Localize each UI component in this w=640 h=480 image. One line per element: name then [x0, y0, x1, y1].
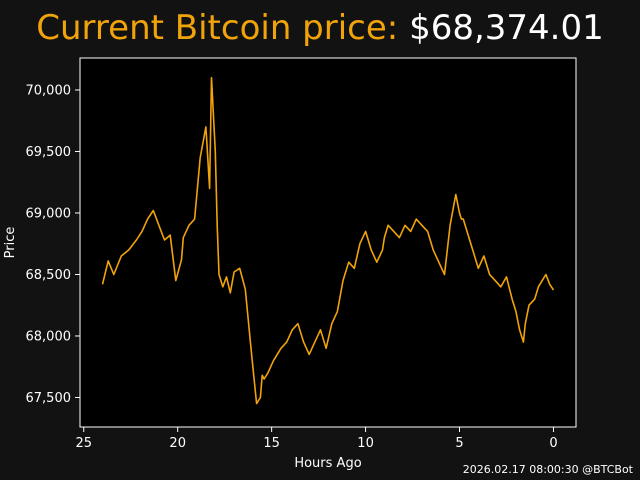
y-tick-label: 69,500	[26, 145, 72, 160]
y-axis-label: Price	[3, 227, 18, 259]
axes: 25 20 15 10 5 0 67,500 68,000 68,500 69,000 69,500…	[26, 83, 558, 451]
x-tick-label: 10	[357, 436, 374, 451]
x-tick-label: 0	[549, 436, 557, 451]
x-axis-label: Hours Ago	[294, 456, 361, 471]
current-price-value: $68,374.01	[409, 8, 604, 48]
y-tick-label: 68,000	[26, 329, 72, 344]
x-tick-label: 20	[169, 436, 186, 451]
plot-area	[80, 58, 576, 427]
page-title: Current Bitcoin price: $68,374.01	[0, 6, 640, 50]
timestamp-credit: 2026.02.17 08:00:30 @BTCBot	[462, 463, 633, 476]
x-tick-label: 25	[75, 436, 92, 451]
price-label: Current Bitcoin price:	[36, 8, 399, 48]
y-tick-label: 67,500	[26, 391, 72, 406]
y-tick-label: 69,000	[26, 206, 72, 221]
x-tick-label: 15	[263, 436, 280, 451]
y-tick-label: 68,500	[26, 268, 72, 283]
x-tick-label: 5	[455, 436, 463, 451]
plot-frame	[79, 57, 577, 428]
y-tick-label: 70,000	[26, 83, 72, 98]
price-series-line	[101, 76, 555, 405]
